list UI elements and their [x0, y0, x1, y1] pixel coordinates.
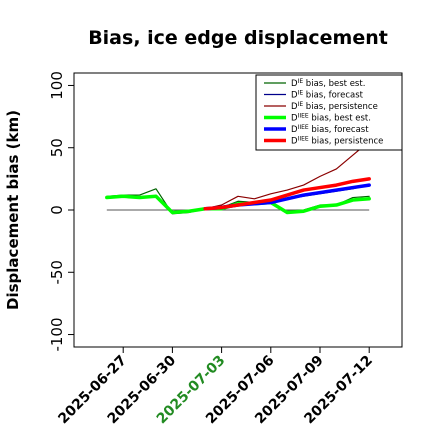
y-tick-label: -50	[48, 260, 66, 285]
series-line-3	[204, 140, 370, 210]
series-line-6	[203, 177, 371, 211]
y-tick-label: 100	[48, 71, 66, 100]
series-layer	[105, 140, 371, 215]
x-axis: 2025-06-272025-06-302025-07-032025-07-06…	[55, 347, 376, 427]
chart-title: Bias, ice edge displacement	[88, 27, 388, 49]
legend-entry-4: DIIEE bias, best est.	[291, 113, 371, 124]
y-axis-label: Displacement bias (km)	[4, 110, 22, 310]
legend: DIE bias, best est.DIE bias, forecastDIE…	[255, 74, 403, 151]
legend-entry-2: DIE bias, forecast	[291, 90, 364, 101]
y-tick-label: 50	[48, 138, 66, 157]
legend-entry-5: DIIEE bias, forecast	[291, 124, 369, 135]
y-tick-label: -100	[48, 318, 66, 352]
legend-entry-3: DIE bias, persistence	[291, 101, 378, 112]
y-tick-label: 0	[48, 205, 66, 215]
legend-box	[255, 74, 403, 151]
legend-entry-6: DIIEE bias, persistence	[291, 136, 383, 147]
plot-area: -100 -50 0 50 100 2025-06-272025-06-302025-0…	[48, 71, 403, 427]
legend-entry-1: DIE bias, best est.	[291, 78, 365, 89]
y-axis: -100 -50 0 50 100	[48, 71, 74, 352]
